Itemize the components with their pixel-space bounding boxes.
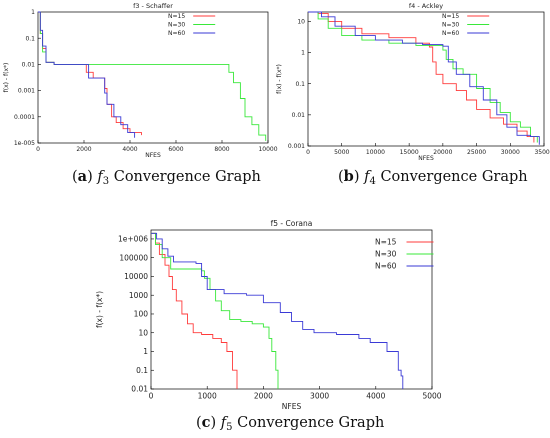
y-tick-label: 0.01 <box>131 385 148 394</box>
series-line-n-15 <box>38 11 142 136</box>
plot-frame <box>307 11 545 147</box>
x-tick-label: 10000 <box>366 149 385 156</box>
series-line-n-30 <box>151 232 279 389</box>
chart-panel-f3: f3 - Schaffer 1e-005 0.0001 0.001 0.01 0.1 1 0 2… <box>0 0 278 190</box>
series-line-n-60 <box>308 11 540 145</box>
chart-f4-ackley: f4 - Ackley 0.001 0.01 0.1 1 10 0 5000 10000 1500… <box>276 2 550 162</box>
x-tick-label: 5000 <box>334 149 349 156</box>
y-tick-label: 100000 <box>119 253 148 262</box>
y-tick-label: 10000 <box>124 272 148 281</box>
x-tick-label: 15000 <box>400 149 419 156</box>
x-tick-label: 10000 <box>258 146 277 153</box>
x-axis-label: NFES <box>282 402 302 411</box>
caption-a-var: f <box>97 169 103 185</box>
x-tick-label: 20000 <box>433 149 452 156</box>
y-tick-label: 0.01 <box>292 112 306 119</box>
caption-c-var: f <box>220 415 227 431</box>
series-line-n-30 <box>38 11 267 141</box>
series-line-n-60 <box>151 232 404 389</box>
x-tick-label: 2000 <box>76 146 91 153</box>
chart-title: f4 - Ackley <box>409 2 443 10</box>
chart-title: f3 - Schaffer <box>133 2 173 10</box>
chart-panel-f5: f5 - Corana 0.01 0.1 1 10 100 1000 10000 100000 1… <box>90 205 460 415</box>
chart-title: f5 - Corana <box>271 219 313 228</box>
caption-c-text: Convergence Graph <box>237 415 385 431</box>
legend-label: N=60 <box>442 30 459 37</box>
y-tick-label: 1000 <box>129 291 148 300</box>
caption-a-text: Convergence Graph <box>113 169 261 185</box>
legend-label: N=30 <box>168 22 185 29</box>
caption-c-letter: c <box>201 414 211 431</box>
chart-f3-schaffer: f3 - Schaffer 1e-005 0.0001 0.001 0.01 0.1 1 0 2… <box>3 2 278 159</box>
x-tick-label: 8000 <box>214 146 229 153</box>
legend-label: N=15 <box>375 238 397 247</box>
x-tick-label: 5000 <box>422 392 441 401</box>
x-tick-label: 3000 <box>310 392 329 401</box>
x-tick-label: 35000 <box>534 149 550 156</box>
legend-label: N=15 <box>442 13 459 20</box>
caption-c-sub: 5 <box>226 422 233 433</box>
x-axis-label: NFES <box>418 155 434 162</box>
y-axis-label: f(x) - f(x*) <box>95 291 104 328</box>
y-tick-label: 1e-005 <box>14 140 35 147</box>
y-tick-label: 100 <box>134 310 149 319</box>
x-tick-label: 30000 <box>501 149 520 156</box>
series-line-n-30 <box>308 11 538 143</box>
y-tick-label: 1 <box>301 50 305 57</box>
legend-label: N=60 <box>168 30 185 37</box>
caption-b-text: Convergence Graph <box>380 169 528 185</box>
x-tick-label: 2000 <box>254 392 273 401</box>
caption-a: (a) f3 Convergence Graph <box>72 168 261 187</box>
caption-b-letter: b <box>343 168 354 185</box>
y-tick-label: 0.001 <box>18 88 35 95</box>
legend-label: N=30 <box>442 22 459 29</box>
x-tick-label: 4000 <box>366 392 385 401</box>
y-tick-label: 10 <box>297 18 305 25</box>
caption-a-sub: 3 <box>102 176 110 187</box>
legend-label: N=30 <box>375 250 397 259</box>
legend-label: N=15 <box>168 13 185 20</box>
x-tick-label: 4000 <box>122 146 137 153</box>
plot-frame <box>37 11 269 144</box>
series-line-n-60 <box>38 11 136 138</box>
series-line-n-15 <box>151 232 238 389</box>
y-tick-label: 1 <box>143 347 148 356</box>
y-tick-label: 0.01 <box>22 62 36 69</box>
y-tick-label: 0.1 <box>295 81 305 88</box>
chart-f5-corana: f5 - Corana0.010.11101001000100001000001… <box>95 219 442 411</box>
caption-a-letter: a <box>77 168 88 185</box>
y-tick-label: 0.1 <box>25 35 35 42</box>
y-tick-label: 1e+006 <box>118 235 148 244</box>
x-tick-label: 0 <box>36 146 40 153</box>
caption-b-sub: 4 <box>369 176 376 187</box>
caption-c: (c) f5 Convergence Graph <box>196 414 385 433</box>
y-tick-label: 10 <box>138 328 148 337</box>
x-tick-label: 6000 <box>168 146 183 153</box>
y-tick-label: 0.0001 <box>14 114 35 121</box>
legend-label: N=60 <box>375 262 397 271</box>
x-tick-label: 25000 <box>467 149 486 156</box>
x-tick-label: 0 <box>306 149 310 156</box>
y-tick-label: 1 <box>31 9 35 16</box>
y-axis-label: f(x) - f(x*) <box>3 63 10 93</box>
y-tick-label: 0.001 <box>288 143 305 150</box>
chart-panel-f4: f4 - Ackley 0.001 0.01 0.1 1 10 0 5000 10000 1500… <box>275 0 550 190</box>
caption-b: (b) f4 Convergence Graph <box>338 168 528 187</box>
y-tick-label: 0.1 <box>136 366 148 375</box>
x-axis-label: NFES <box>145 152 161 159</box>
plot-frame <box>150 229 433 390</box>
y-axis-label: f(x) - f(x*) <box>276 64 283 94</box>
caption-b-var: f <box>364 169 370 185</box>
x-tick-label: 1000 <box>198 392 217 401</box>
x-tick-label: 0 <box>149 392 154 401</box>
